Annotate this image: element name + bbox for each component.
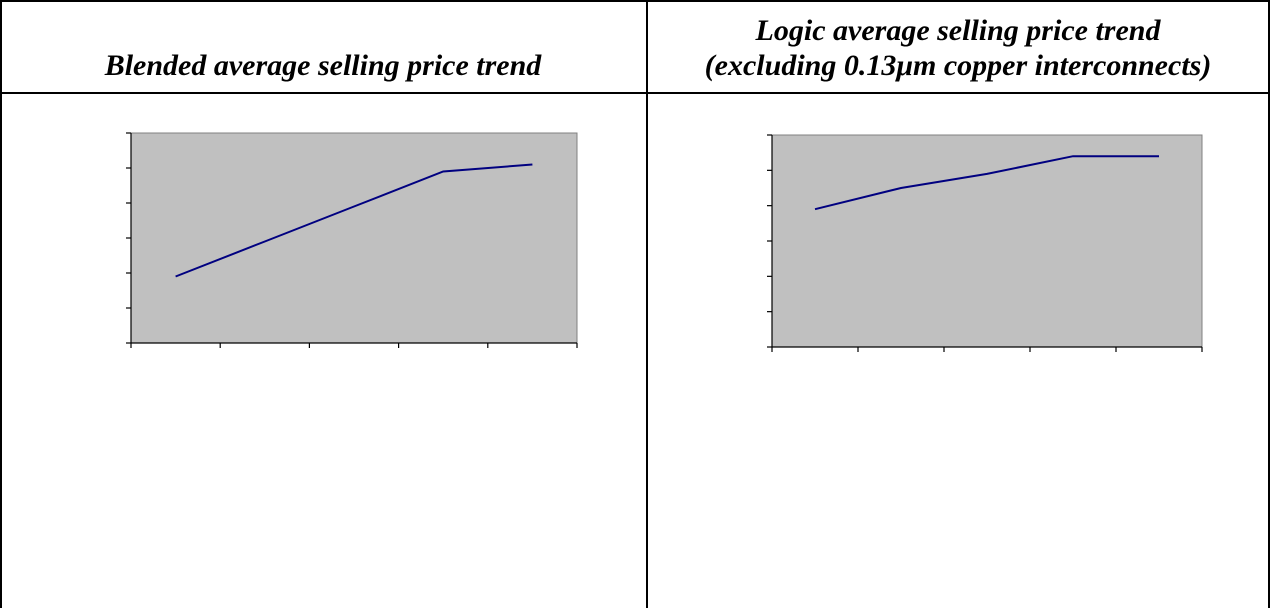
- table-border-middle: [646, 0, 648, 608]
- left-chart-title: Blended average selling price trend: [104, 49, 542, 82]
- right-chart-title-line1: Logic average selling price trend: [755, 14, 1161, 47]
- logic-chart-plot-area: [771, 134, 1203, 348]
- table-border-right: [1268, 0, 1270, 608]
- blended-chart-series-line: [175, 163, 533, 278]
- logic-chart-series-line: [814, 155, 1159, 211]
- table-header-divider: [0, 92, 1270, 94]
- table-border-top: [0, 0, 1270, 2]
- blended-chart-plot-area: [130, 132, 578, 344]
- table-border-left: [0, 0, 2, 608]
- right-chart-title-line2: (excluding 0.13μm copper interconnects): [704, 49, 1212, 82]
